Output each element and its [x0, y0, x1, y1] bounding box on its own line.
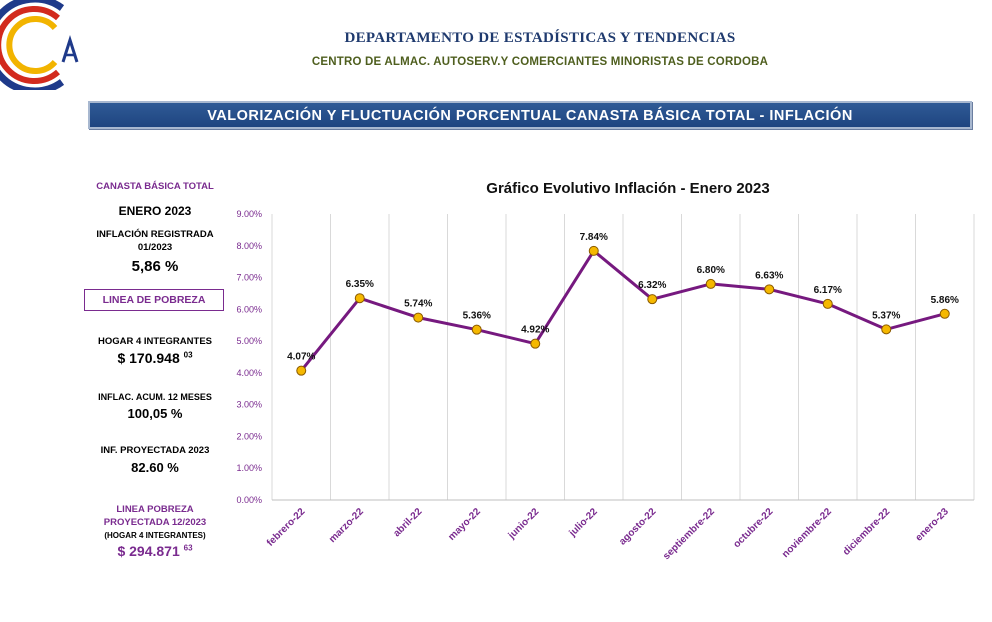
center-subtitle: CENTRO DE ALMAC. AUTOSERV.Y COMERCIANTES… — [311, 56, 769, 68]
data-label: 6.17% — [814, 285, 842, 296]
x-tick-label: septiembre-22 — [661, 506, 717, 562]
proj-poverty-label-2: PROYECTADA 12/2023 — [103, 517, 207, 528]
y-tick-label: 7.00% — [236, 273, 262, 283]
data-label: 6.35% — [346, 279, 374, 290]
x-tick-label: febrero-22 — [265, 506, 308, 549]
projected-label: INF. PROYECTADA 2023 — [100, 445, 210, 456]
x-tick-label: octubre-22 — [731, 506, 775, 550]
data-point — [881, 324, 892, 335]
series-line — [300, 249, 946, 372]
proj-poverty-cents: 63 — [183, 543, 193, 553]
household-label: HOGAR 4 INTEGRANTES — [97, 336, 212, 347]
department-title: DEPARTAMENTO DE ESTADÍSTICAS Y TENDENCIA… — [344, 30, 736, 46]
data-point — [588, 245, 599, 256]
inflation-period: 01/2023 — [137, 242, 173, 253]
y-tick-label: 5.00% — [236, 336, 262, 346]
series — [296, 245, 950, 376]
x-tick-label: diciembre-22 — [841, 506, 893, 558]
poverty-line-box: LINEA DE POBREZA — [84, 289, 224, 311]
household-value: $ 170.948 03 — [84, 350, 226, 366]
y-tick-label: 0.00% — [236, 495, 262, 505]
data-label: 6.63% — [755, 270, 783, 281]
data-label: 6.80% — [697, 265, 725, 276]
household-cents: 03 — [183, 350, 193, 360]
data-point — [530, 338, 541, 349]
data-label: 4.07% — [287, 352, 315, 363]
x-tick-label: agosto-22 — [617, 506, 658, 547]
data-point — [471, 324, 482, 335]
month-label: ENERO 2023 — [118, 204, 192, 218]
title-banner: VALORIZACIÓN Y FLUCTUACIÓN PORCENTUAL CA… — [88, 101, 972, 129]
accum-label: INFLAC. ACUM. 12 MESES — [98, 392, 212, 402]
projected-value: 82.60 % — [131, 460, 179, 475]
data-point — [764, 284, 775, 295]
banner-title: VALORIZACIÓN Y FLUCTUACIÓN PORCENTUAL CA… — [207, 108, 853, 124]
proj-poverty-value: $ 294.871 63 — [84, 543, 226, 559]
inflation-label: INFLACIÓN REGISTRADA — [96, 229, 214, 240]
inflation-value: 5,86 % — [131, 258, 179, 275]
data-point — [296, 365, 307, 376]
data-point — [354, 293, 365, 304]
data-label: 7.84% — [580, 232, 608, 243]
data-point — [822, 298, 833, 309]
chart-title: Gráfico Evolutivo Inflación - Enero 2023 — [486, 180, 769, 197]
data-label: 5.86% — [931, 295, 959, 306]
y-tick-label: 9.00% — [236, 209, 262, 219]
y-tick-label: 8.00% — [236, 241, 262, 251]
accum-value: 100,05 % — [127, 406, 183, 421]
data-point — [413, 312, 424, 323]
x-tick-label: mayo-22 — [446, 506, 483, 543]
data-label: 5.37% — [872, 310, 900, 321]
x-tick-label: enero-23 — [914, 506, 952, 544]
y-tick-label: 6.00% — [236, 304, 262, 314]
x-tick-label: julio-22 — [567, 506, 601, 540]
y-tick-label: 3.00% — [236, 400, 262, 410]
x-tick-label: marzo-22 — [327, 506, 366, 545]
data-label: 6.32% — [638, 280, 666, 291]
y-tick-label: 2.00% — [236, 431, 262, 441]
proj-poverty-amount: $ 294.871 — [117, 543, 180, 559]
chart-grid — [271, 214, 975, 501]
data-labels: 4.07% 6.35% 5.74% 5.36% 4.92% 7.84% 6.32% 6.80%… — [287, 232, 959, 363]
inflation-line-chart: Gráfico Evolutivo Inflación - Enero 2023… — [236, 180, 975, 562]
data-label: 5.36% — [463, 311, 491, 322]
data-label: 4.92% — [521, 325, 549, 336]
canasta-label: CANASTA BÁSICA TOTAL — [96, 181, 214, 192]
x-tick-label: noviembre-22 — [780, 506, 834, 560]
y-tick-label: 1.00% — [236, 463, 262, 473]
logo — [0, 0, 79, 90]
data-label: 5.74% — [404, 299, 432, 310]
x-tick-label: junio-22 — [506, 506, 542, 542]
y-axis: 0.00% 1.00% 2.00% 3.00% 4.00% 5.00% 6.00% 7.00%… — [236, 209, 262, 505]
x-tick-label: abril-22 — [391, 506, 424, 539]
data-point — [647, 294, 658, 305]
data-point — [939, 308, 950, 319]
proj-poverty-label-1: LINEA POBREZA — [116, 504, 194, 515]
household-amount: $ 170.948 — [117, 350, 180, 366]
proj-poverty-sub: (HOGAR 4 INTEGRANTES) — [104, 531, 206, 540]
y-tick-label: 4.00% — [236, 368, 262, 378]
x-axis: febrero-22 marzo-22 abril-22 mayo-22 junio-2… — [265, 506, 951, 562]
data-point — [705, 278, 716, 289]
